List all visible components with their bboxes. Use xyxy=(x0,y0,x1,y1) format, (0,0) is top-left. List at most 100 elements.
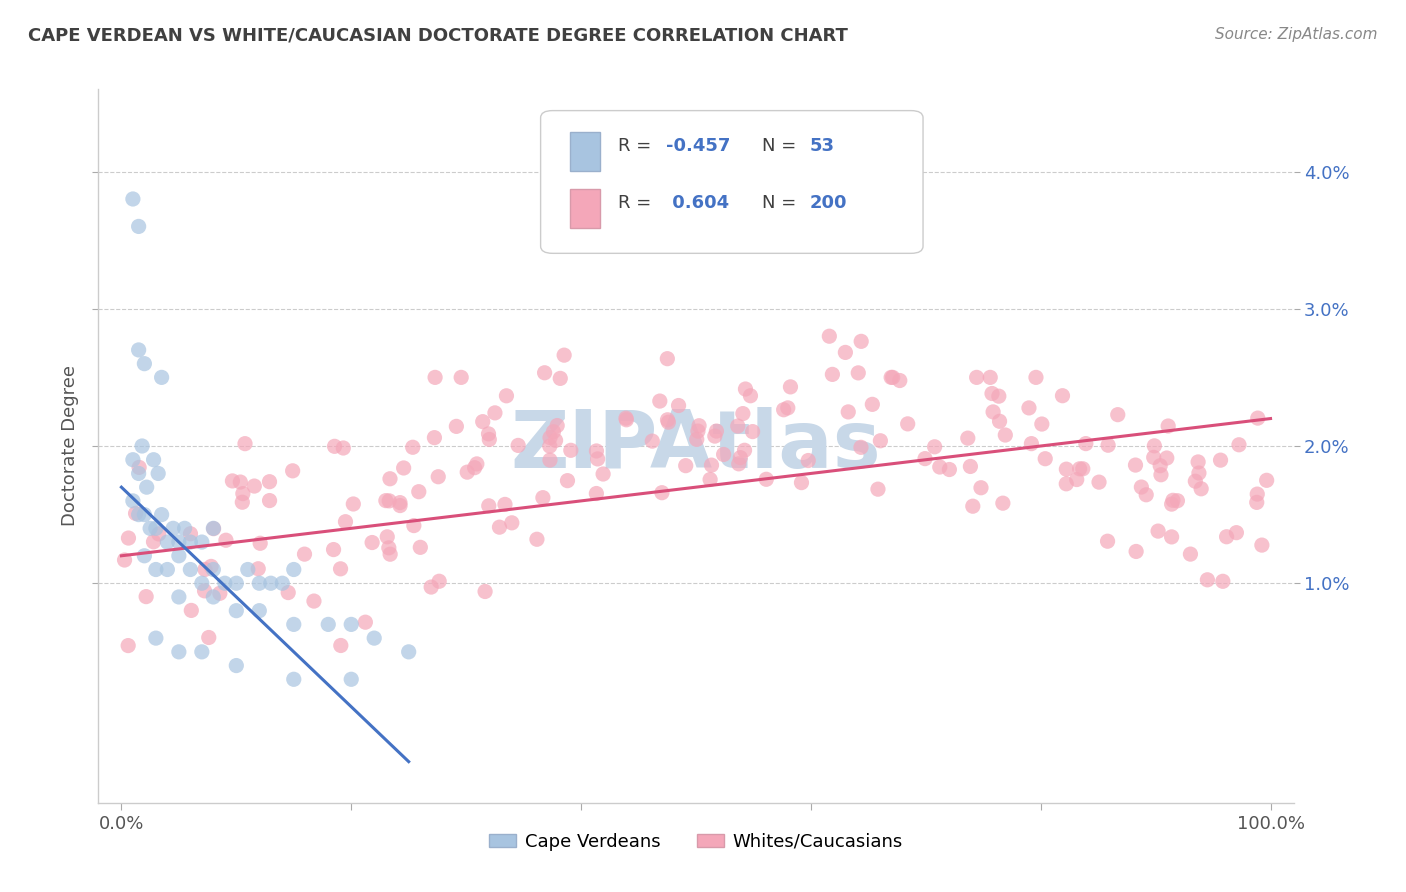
Point xyxy=(543,425,565,439)
Point xyxy=(446,419,468,434)
Point xyxy=(1125,458,1147,472)
Point xyxy=(616,413,638,427)
Point xyxy=(122,494,145,508)
Point xyxy=(1097,438,1119,452)
Point xyxy=(727,457,749,471)
Point xyxy=(544,434,567,448)
Point xyxy=(423,370,446,384)
Legend: Cape Verdeans, Whites/Caucasians: Cape Verdeans, Whites/Caucasians xyxy=(482,826,910,858)
Text: -0.457: -0.457 xyxy=(666,137,731,155)
Point xyxy=(202,521,225,535)
Point xyxy=(488,520,510,534)
Point xyxy=(173,521,195,535)
Point xyxy=(484,406,506,420)
Point xyxy=(538,453,561,467)
Point xyxy=(124,507,146,521)
Point xyxy=(956,431,979,445)
Point xyxy=(179,526,201,541)
Point xyxy=(734,443,756,458)
Point xyxy=(970,481,993,495)
Point xyxy=(508,438,530,452)
Point xyxy=(260,576,283,591)
Point xyxy=(1021,436,1043,450)
Point xyxy=(247,562,270,576)
Point xyxy=(150,370,173,384)
Point xyxy=(162,521,184,535)
Point xyxy=(150,508,173,522)
Point xyxy=(526,533,548,547)
Point xyxy=(730,450,752,465)
Point xyxy=(1180,547,1202,561)
Point xyxy=(191,535,214,549)
Point xyxy=(966,370,988,384)
Point xyxy=(363,631,385,645)
Point xyxy=(1150,467,1173,482)
Point xyxy=(688,418,710,433)
Point xyxy=(866,482,889,496)
Point xyxy=(335,515,357,529)
Point xyxy=(1209,453,1232,467)
Point xyxy=(1125,544,1147,558)
Point xyxy=(191,645,214,659)
Point xyxy=(779,380,801,394)
Point xyxy=(553,348,575,362)
Point xyxy=(145,631,167,645)
Point xyxy=(882,370,904,384)
Point xyxy=(450,370,472,384)
Point xyxy=(1184,474,1206,488)
Point xyxy=(139,521,162,535)
Point xyxy=(375,530,398,544)
Point xyxy=(392,461,415,475)
Point xyxy=(409,541,432,555)
Point xyxy=(1025,370,1047,384)
Point xyxy=(128,343,150,357)
Point xyxy=(675,458,697,473)
Point xyxy=(981,386,1004,401)
Point xyxy=(378,541,401,555)
Point xyxy=(1107,408,1129,422)
Point xyxy=(860,397,883,411)
Point xyxy=(142,534,165,549)
Point xyxy=(283,562,305,576)
Point xyxy=(225,604,247,618)
Point xyxy=(322,542,344,557)
Point xyxy=(790,475,813,490)
Point xyxy=(148,527,170,541)
Y-axis label: Doctorate Degree: Doctorate Degree xyxy=(60,366,79,526)
Point xyxy=(156,562,179,576)
Point xyxy=(378,493,401,508)
Point xyxy=(1160,497,1182,511)
Point xyxy=(202,522,225,536)
Point xyxy=(388,495,411,509)
Point xyxy=(772,402,794,417)
Point xyxy=(880,370,903,384)
Point xyxy=(962,499,984,513)
Point xyxy=(423,431,446,445)
Point xyxy=(834,345,856,359)
Point xyxy=(378,472,401,486)
Point xyxy=(1227,438,1250,452)
Point xyxy=(477,426,499,441)
Point xyxy=(538,431,561,445)
Point xyxy=(329,562,352,576)
Point xyxy=(914,451,936,466)
Point xyxy=(1247,411,1270,425)
Point xyxy=(465,457,488,471)
Point xyxy=(456,465,478,479)
Point xyxy=(703,429,725,443)
Point xyxy=(586,451,609,466)
Point xyxy=(1256,473,1278,487)
Point xyxy=(259,475,281,489)
Point xyxy=(225,576,247,591)
Point xyxy=(651,485,673,500)
Point xyxy=(194,562,217,576)
Point xyxy=(332,441,354,455)
Point xyxy=(354,615,377,630)
Point xyxy=(585,486,607,500)
Point xyxy=(494,497,516,511)
Point xyxy=(122,452,145,467)
Point xyxy=(128,508,150,522)
Point xyxy=(191,576,214,591)
Point xyxy=(247,604,270,618)
Text: R =: R = xyxy=(619,137,657,155)
